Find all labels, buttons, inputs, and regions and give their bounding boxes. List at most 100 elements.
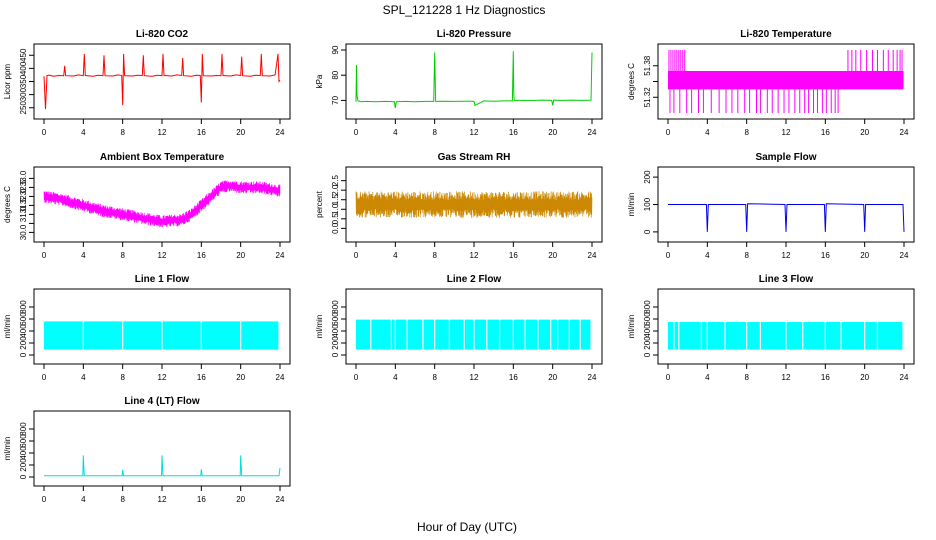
y-tick-label-line1-1: 200 bbox=[19, 336, 28, 350]
y-tick-label-line4-1: 200 bbox=[19, 458, 28, 472]
x-tick-label-sample_flow-4: 16 bbox=[821, 251, 830, 260]
x-tick-label-line3-0: 0 bbox=[666, 373, 671, 382]
panel-sample_flow: Sample Flow 0 4 8 12 16 20 24 0 100 200 ml/min bbox=[627, 152, 915, 260]
y-tick-label-pressure-2: 90 bbox=[331, 45, 340, 54]
y-tick-label-sample_flow-2: 200 bbox=[643, 170, 652, 184]
x-tick-label-line3-2: 8 bbox=[744, 373, 749, 382]
x-tick-label-line2-5: 20 bbox=[548, 373, 557, 382]
x-tick-label-line4-4: 16 bbox=[197, 495, 206, 504]
series-rh bbox=[355, 191, 593, 218]
x-tick-label-pressure-0: 0 bbox=[354, 128, 359, 137]
y-tick-label-line4-2: 400 bbox=[19, 446, 28, 460]
series-licor_temp bbox=[668, 50, 904, 113]
y-tick-label-line2-4: 800 bbox=[331, 300, 340, 314]
x-tick-label-rh-6: 24 bbox=[588, 251, 597, 260]
y-tick-label-co2-4: 450 bbox=[19, 48, 28, 62]
y-tick-label-line3-3: 600 bbox=[643, 312, 652, 326]
x-tick-label-co2-0: 0 bbox=[42, 128, 47, 137]
x-tick-label-co2-1: 4 bbox=[81, 128, 86, 137]
panel-title-line4: Line 4 (LT) Flow bbox=[124, 396, 200, 407]
x-tick-label-line2-1: 4 bbox=[393, 373, 398, 382]
y-axis-label-sample_flow: ml/min bbox=[627, 193, 636, 217]
x-tick-label-line4-1: 4 bbox=[81, 495, 86, 504]
panel-title-rh: Gas Stream RH bbox=[438, 152, 511, 163]
panel-rh: Gas Stream RH 0 4 8 12 16 20 24 0.00.51.01.52.02… bbox=[315, 152, 603, 260]
y-tick-label-line3-4: 800 bbox=[643, 300, 652, 314]
y-tick-label-licor_temp-0: 51.32 bbox=[643, 87, 652, 108]
x-tick-label-licor_temp-5: 20 bbox=[860, 128, 869, 137]
y-tick-label-rh-0: 0.0 bbox=[331, 222, 340, 234]
x-tick-label-line2-4: 16 bbox=[509, 373, 518, 382]
x-tick-label-line1-1: 4 bbox=[81, 373, 86, 382]
x-tick-label-line2-2: 8 bbox=[432, 373, 437, 382]
series-band-licor_temp bbox=[668, 71, 904, 90]
y-tick-label-rh-2: 1.0 bbox=[331, 203, 340, 215]
series-line2 bbox=[356, 318, 592, 351]
y-tick-label-pressure-1: 80 bbox=[331, 70, 340, 79]
x-tick-label-licor_temp-6: 24 bbox=[900, 128, 909, 137]
panel-title-box_temp: Ambient Box Temperature bbox=[100, 152, 225, 163]
y-tick-label-co2-2: 350 bbox=[19, 74, 28, 88]
x-tick-label-box_temp-3: 12 bbox=[158, 251, 167, 260]
x-tick-label-sample_flow-2: 8 bbox=[744, 251, 749, 260]
y-tick-label-box_temp-0: 30.0 bbox=[19, 224, 28, 240]
x-tick-label-licor_temp-2: 8 bbox=[744, 128, 749, 137]
x-tick-label-licor_temp-0: 0 bbox=[666, 128, 671, 137]
series-line-co2 bbox=[43, 53, 281, 110]
y-tick-label-line1-3: 600 bbox=[19, 312, 28, 326]
y-tick-label-line2-1: 200 bbox=[331, 336, 340, 350]
y-tick-label-line3-0: 0 bbox=[643, 352, 652, 357]
y-axis-label-pressure: kPa bbox=[315, 74, 324, 88]
x-tick-label-pressure-2: 8 bbox=[432, 128, 437, 137]
x-tick-label-rh-3: 12 bbox=[470, 251, 479, 260]
x-tick-label-line1-0: 0 bbox=[42, 373, 47, 382]
x-tick-label-line4-3: 12 bbox=[158, 495, 167, 504]
plot-frame-co2 bbox=[33, 43, 291, 120]
x-tick-label-co2-2: 8 bbox=[120, 128, 125, 137]
x-tick-label-rh-5: 20 bbox=[548, 251, 557, 260]
y-axis-label-licor_temp: degrees C bbox=[627, 63, 636, 100]
y-axis-label-line3: ml/min bbox=[627, 315, 636, 339]
x-tick-label-line2-6: 24 bbox=[588, 373, 597, 382]
x-tick-label-line3-1: 4 bbox=[705, 373, 710, 382]
x-tick-label-pressure-5: 20 bbox=[548, 128, 557, 137]
panel-box_temp: Ambient Box Temperature 0 4 8 12 16 20 24 30.0 31… bbox=[3, 152, 291, 260]
x-tick-label-line4-6: 24 bbox=[276, 495, 285, 504]
series-pressure bbox=[355, 51, 593, 109]
y-tick-label-licor_temp-2: 51.38 bbox=[643, 55, 652, 76]
y-axis-label-co2: Licor ppm bbox=[3, 64, 12, 99]
x-tick-label-line3-6: 24 bbox=[900, 373, 909, 382]
series-line-sample_flow bbox=[668, 203, 905, 232]
y-tick-label-rh-3: 1.5 bbox=[331, 194, 340, 206]
y-axis-label-line4: ml/min bbox=[3, 437, 12, 461]
y-tick-label-line4-3: 600 bbox=[19, 434, 28, 448]
x-tick-label-rh-4: 16 bbox=[509, 251, 518, 260]
panel-pressure: Li-820 Pressure 0 4 8 12 16 20 24 70 80 90 kPa bbox=[315, 29, 603, 137]
x-tick-label-line1-6: 24 bbox=[276, 373, 285, 382]
y-tick-label-line2-3: 600 bbox=[331, 312, 340, 326]
x-tick-label-sample_flow-6: 24 bbox=[900, 251, 909, 260]
figure-title: SPL_121228 1 Hz Diagnostics bbox=[383, 3, 546, 17]
x-tick-label-line2-3: 12 bbox=[470, 373, 479, 382]
x-tick-label-sample_flow-3: 12 bbox=[782, 251, 791, 260]
x-tick-label-pressure-3: 12 bbox=[470, 128, 479, 137]
x-tick-label-licor_temp-1: 4 bbox=[705, 128, 710, 137]
y-tick-label-co2-1: 300 bbox=[19, 87, 28, 101]
x-tick-label-sample_flow-0: 0 bbox=[666, 251, 671, 260]
series-sample_flow bbox=[668, 203, 905, 232]
plot-frame-pressure bbox=[345, 43, 603, 120]
x-tick-label-line3-4: 16 bbox=[821, 373, 830, 382]
x-tick-label-line1-2: 8 bbox=[120, 373, 125, 382]
y-tick-label-rh-1: 0.5 bbox=[331, 213, 340, 225]
series-trace-rh bbox=[355, 191, 593, 218]
x-tick-label-co2-6: 24 bbox=[276, 128, 285, 137]
x-tick-label-co2-3: 12 bbox=[158, 128, 167, 137]
series-co2 bbox=[43, 53, 281, 110]
y-tick-label-line4-0: 0 bbox=[19, 474, 28, 479]
